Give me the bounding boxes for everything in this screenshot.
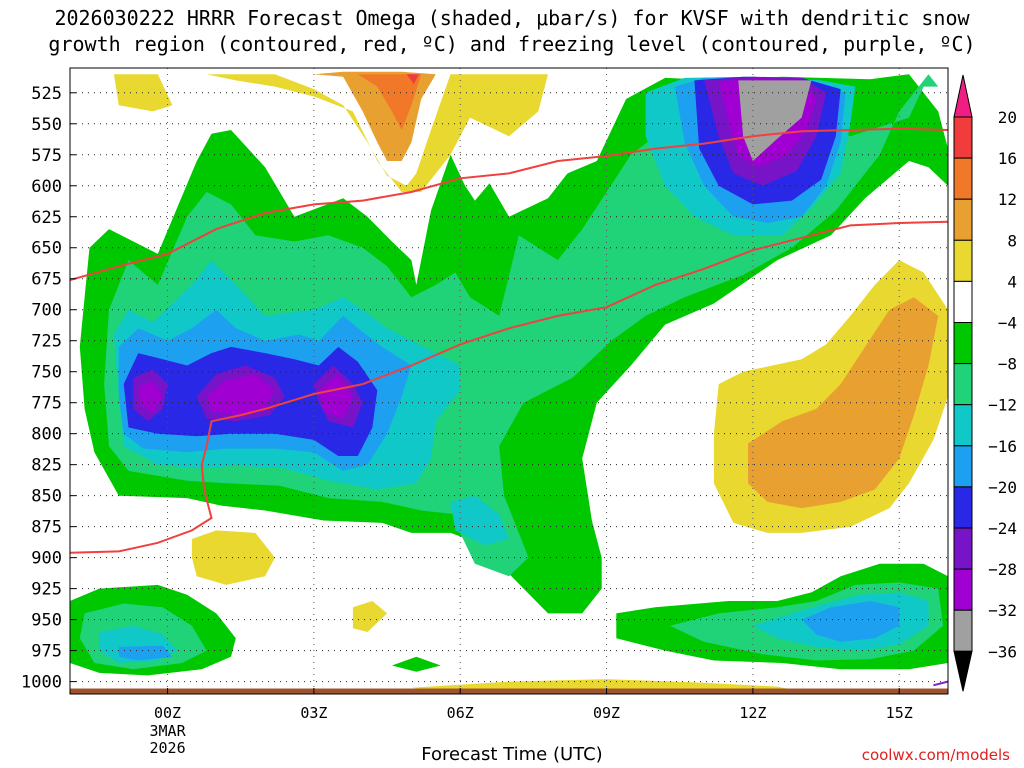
omega-region-m32-16 — [318, 374, 353, 419]
y-tick-label: 950 — [31, 611, 62, 631]
omega-region-m20-22 — [118, 645, 173, 661]
chart-title-line1: 2026030222 HRRR Forecast Omega (shaded, … — [54, 6, 970, 30]
y-tick-label: 875 — [31, 518, 62, 538]
surface-terrain — [70, 688, 948, 694]
y-tick-label: 850 — [31, 487, 62, 507]
omega-region-4-37 — [411, 679, 802, 692]
y-tick-label: 825 — [31, 456, 62, 476]
y-tick-label: 550 — [31, 115, 62, 135]
y-tick-label: 575 — [31, 146, 62, 166]
freezing-level-contour — [933, 680, 948, 687]
omega-region-m32-14 — [138, 380, 163, 413]
y-tick-label: 1000 — [21, 673, 62, 693]
dgz-contour-upper — [70, 127, 948, 281]
colorbar-label: 20 — [998, 108, 1017, 127]
y-tick-label: 675 — [31, 270, 62, 290]
colorbar-label: −24 — [988, 519, 1017, 538]
chart-title-line2: growth region (contoured, red, ºC) and f… — [48, 32, 976, 56]
y-tick-label: 650 — [31, 239, 62, 259]
colorbar-swatch — [953, 280, 973, 323]
colorbar-label: 16 — [998, 149, 1017, 168]
colorbar-label: −4 — [998, 314, 1017, 333]
y-tick-label: 800 — [31, 425, 62, 445]
omega-region-4-29 — [206, 74, 548, 192]
y-tick-label: 900 — [31, 549, 62, 569]
colorbar-swatch — [953, 445, 973, 488]
colorbar-label: −36 — [988, 642, 1017, 661]
x-tick-label: 09Z — [593, 704, 620, 722]
colorbar-swatch — [953, 568, 973, 611]
colorbar-label: −32 — [988, 601, 1017, 620]
omega-region-4-30 — [191, 530, 275, 585]
omega-region-12-35 — [357, 74, 422, 130]
colorbar-swatch — [953, 363, 973, 406]
y-tick-label: 775 — [31, 394, 62, 414]
omega-region-m8-23 — [391, 656, 441, 672]
colorbar-under-arrow — [953, 650, 973, 692]
y-tick-label: 975 — [31, 642, 62, 662]
x-axis-label: Forecast Time (UTC) — [421, 744, 603, 765]
colorbar-label: 8 — [1007, 231, 1017, 250]
plot-frame — [69, 67, 949, 695]
colorbar-swatch — [953, 527, 973, 570]
x-tick-sublabel: 2026 — [149, 739, 185, 757]
colorbar-swatch — [953, 198, 973, 241]
colorbar-swatch — [953, 239, 973, 282]
omega-region-m16-3 — [450, 495, 509, 546]
colorbar-label: −28 — [988, 560, 1017, 579]
y-tick-label: 700 — [31, 301, 62, 321]
y-tick-label: 925 — [31, 580, 62, 600]
omega-region-m20-27 — [801, 601, 900, 642]
omega-region-4-31 — [352, 601, 388, 632]
y-tick-label: 525 — [31, 84, 62, 104]
colorbar-label: −8 — [998, 355, 1017, 374]
x-tick-label: 00Z — [154, 704, 181, 722]
colorbar-swatch — [953, 486, 973, 529]
colorbar-swatch — [953, 609, 973, 652]
y-tick-label: 625 — [31, 208, 62, 228]
colorbar-label: −12 — [988, 396, 1017, 415]
y-tick-label: 750 — [31, 363, 62, 383]
x-tick-label: 06Z — [447, 704, 474, 722]
y-tick-label: 600 — [31, 177, 62, 197]
x-tick-label: 15Z — [886, 704, 913, 722]
dgz-contour-lower — [70, 220, 948, 554]
omega-region-m32-15 — [206, 374, 275, 416]
colorbar-swatch — [953, 157, 973, 200]
x-tick-label: 12Z — [739, 704, 766, 722]
colorbar-label: −16 — [988, 437, 1017, 456]
y-tick-label: 725 — [31, 332, 62, 352]
colorbar-label: −20 — [988, 478, 1017, 497]
colorbar-label: 4 — [1007, 272, 1017, 291]
colorbar-swatch — [953, 404, 973, 447]
omega-region-8-33 — [748, 297, 939, 509]
omega-region-m36-18 — [738, 80, 812, 161]
colorbar-swatch — [953, 322, 973, 365]
colorbar-label: 12 — [998, 190, 1017, 209]
x-tick-label: 03Z — [300, 704, 327, 722]
x-tick-sublabel: 3MAR — [149, 722, 186, 740]
site-credit: coolwx.com/models — [861, 746, 1010, 764]
omega-region-4-28 — [113, 74, 173, 112]
omega-region-16-36 — [406, 74, 419, 85]
colorbar-over-arrow — [953, 74, 973, 118]
colorbar-swatch — [953, 116, 973, 159]
